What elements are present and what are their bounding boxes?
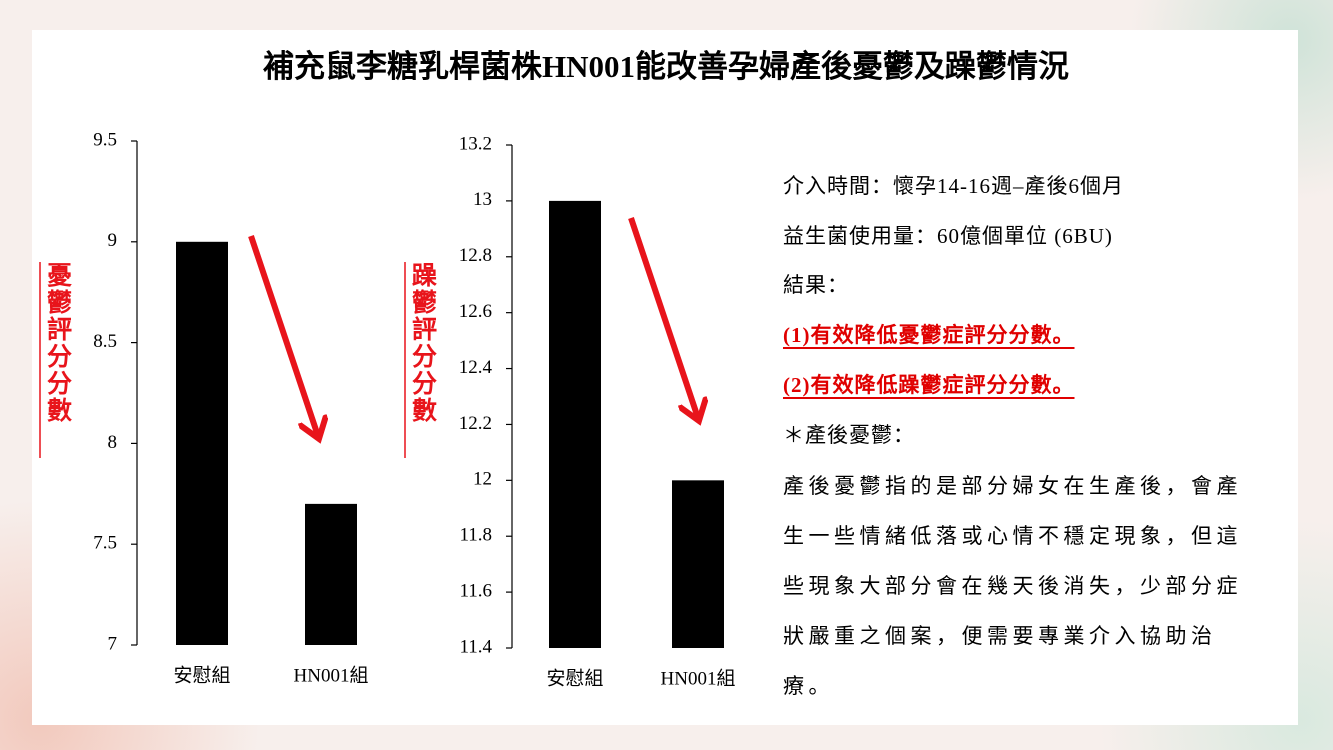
note-line: 結果： [783,273,849,297]
y-tick-label: 12.6 [459,301,492,322]
y-tick-label: 8.5 [93,331,117,352]
bar [176,241,228,646]
arrow [248,235,318,436]
note-line: 益生菌使用量：60億個單位 (6BU) [783,223,1113,248]
note-line: (1)有效降低憂鬱症評分分數。 [783,322,1075,347]
title: 補充鼠李糖乳桿菌株HN001能改善孕婦產後憂鬱及躁鬱情況 [262,49,1069,84]
panel [32,30,1298,725]
y-tick-label: 11.6 [459,580,492,601]
y-tick-label: 12.4 [459,357,493,378]
note-line: (2)有效降低躁鬱症評分分數。 [783,372,1075,397]
bar [549,200,601,648]
note-line: 些現象大部分會在幾天後消失，少部分症 [783,573,1242,598]
note-line: 狀嚴重之個案，便需要專業介入協助治 [783,624,1217,649]
bar [672,480,724,648]
x-tick-label: 安慰組 [173,664,230,686]
y-tick-label: 9.5 [93,129,117,150]
y-tick-label: 12 [473,469,492,490]
y-axis-label: 憂鬱評分分數 [44,262,73,424]
y-tick-label: 7.5 [93,533,117,554]
y-axis-label: 躁鬱評分分數 [409,262,438,424]
note-line: 生一些情緒低落或心情不穩定現象，但這 [783,523,1242,548]
y-tick-label: 11.4 [459,636,492,657]
note-line: ＊產後憂鬱： [783,422,915,447]
y-tick-label: 13.2 [459,133,492,154]
y-tick-label: 8 [108,432,118,453]
y-tick-label: 12.8 [459,245,492,266]
y-tick-label: 7 [108,633,118,654]
y-tick-label: 13 [473,189,492,210]
x-tick-label: 安慰組 [546,667,603,689]
bar [305,503,357,645]
note-line: 療。 [783,674,834,699]
y-tick-label: 12.2 [459,413,492,434]
y-tick-label: 9 [108,230,118,251]
note-line: 產後憂鬱指的是部分婦女在生產後，會產 [783,473,1242,498]
x-tick-label: HN001組 [294,664,369,686]
note-line: 介入時間：懷孕14-16週–產後6個月 [783,174,1124,198]
y-tick-label: 11.8 [459,525,492,546]
x-tick-label: HN001組 [661,667,736,689]
arrow [628,217,698,418]
